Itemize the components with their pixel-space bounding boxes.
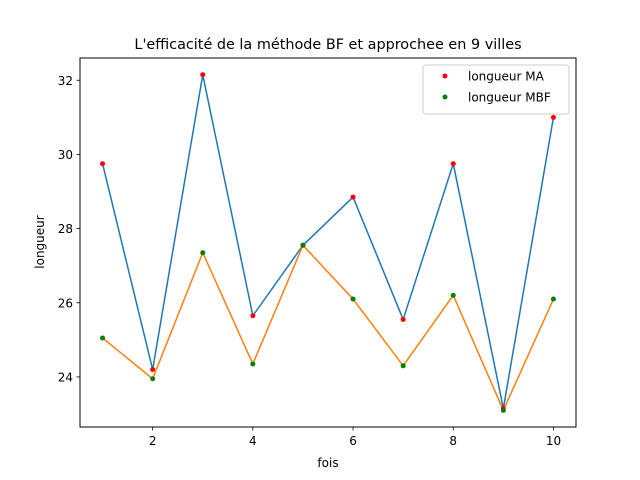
series-2-point-1	[100, 335, 106, 341]
series-1-point-4	[250, 313, 256, 319]
y-tick-label-26: 26	[58, 296, 73, 310]
series-2-point-8	[450, 292, 456, 298]
x-tick-label-4: 4	[249, 434, 257, 448]
x-tick-label-8: 8	[449, 434, 457, 448]
y-axis-label: longueur	[33, 215, 47, 268]
y-tick-label-30: 30	[58, 148, 73, 162]
series-line-1	[101, 73, 555, 410]
legend-label-1: longueur MA	[468, 70, 545, 84]
legend-box	[422, 64, 570, 115]
series-1-point-7	[400, 316, 406, 322]
legend-label-2: longueur MBF	[468, 91, 551, 105]
plot-area-frame	[79, 57, 577, 428]
chart-title: L'efficacité de la méthode BF et approch…	[134, 37, 521, 53]
legend: longueur MA longueur MBF	[422, 64, 570, 115]
legend-marker-1	[442, 73, 448, 79]
y-tick-label-28: 28	[58, 222, 73, 236]
series-2-point-9	[500, 407, 506, 413]
series-line-2	[102, 244, 555, 412]
x-axis-label: fois	[317, 456, 338, 470]
x-tick-label-2: 2	[149, 434, 157, 448]
series-1-point-2	[150, 367, 156, 373]
series-1-point-1	[100, 161, 106, 167]
series-2-point-3	[200, 250, 206, 256]
series-2-point-7	[400, 363, 406, 369]
series-2-point-5	[300, 242, 306, 248]
y-axis: 24 26 28 30 32	[58, 74, 80, 384]
x-tick-label-6: 6	[349, 434, 357, 448]
series-1-point-10	[550, 114, 556, 120]
series-2-point-6	[350, 296, 356, 302]
series-2-point-4	[250, 361, 256, 367]
plot-markers	[100, 72, 556, 413]
y-tick-label-24: 24	[58, 370, 73, 384]
series-1-point-8	[450, 161, 456, 167]
series-2-point-10	[550, 296, 556, 302]
series-1-point-6	[350, 194, 356, 200]
plot-lines	[101, 73, 555, 412]
x-axis: 2 4 6 8 10	[149, 427, 561, 448]
y-tick-label-32: 32	[58, 74, 73, 88]
legend-marker-2	[442, 94, 448, 100]
series-1-point-3	[200, 72, 206, 78]
x-tick-label-10: 10	[546, 434, 561, 448]
series-2-point-2	[150, 376, 156, 382]
